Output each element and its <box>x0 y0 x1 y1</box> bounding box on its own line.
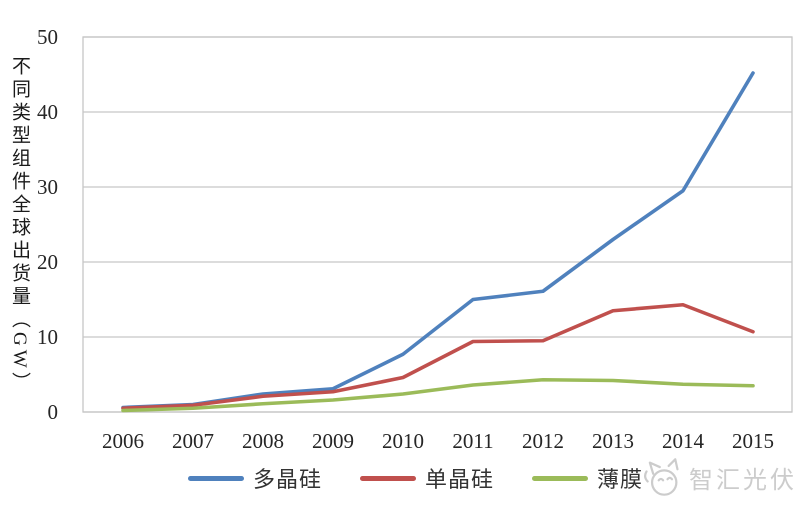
svg-text:2009: 2009 <box>312 429 354 453</box>
svg-text:50: 50 <box>37 25 58 49</box>
svg-text:2007: 2007 <box>172 429 214 453</box>
legend: 多晶硅 单晶硅 薄膜 <box>188 462 643 494</box>
polysilicon-line-swatch <box>188 475 244 481</box>
cat-face-icon <box>644 458 679 496</box>
legend-item-thinfilm: 薄膜 <box>532 462 643 494</box>
legend-label: 多晶硅 <box>253 467 323 492</box>
legend-item-polysilicon: 多晶硅 <box>188 462 322 494</box>
svg-text:40: 40 <box>37 100 58 124</box>
svg-text:2008: 2008 <box>242 429 284 453</box>
y-axis-title: 不同类型组件全球出货量（GW） <box>9 56 30 395</box>
thinfilm-line-swatch <box>532 475 589 481</box>
svg-text:2013: 2013 <box>592 429 634 453</box>
legend-item-monosilicon: 单晶硅 <box>360 462 494 494</box>
monosilicon-line-swatch <box>360 475 417 481</box>
svg-text:2012: 2012 <box>522 429 564 453</box>
svg-text:2010: 2010 <box>382 429 424 453</box>
svg-text:2014: 2014 <box>662 429 705 453</box>
svg-text:20: 20 <box>37 250 58 274</box>
svg-text:30: 30 <box>37 175 58 199</box>
svg-text:2015: 2015 <box>732 429 774 453</box>
watermark: 智汇光伏 <box>642 456 797 498</box>
legend-label: 单晶硅 <box>425 467 495 492</box>
watermark-text: 智汇光伏 <box>689 467 797 494</box>
svg-text:10: 10 <box>37 325 58 349</box>
svg-text:2011: 2011 <box>452 429 493 453</box>
legend-label: 薄膜 <box>597 467 644 492</box>
svg-text:0: 0 <box>48 400 59 424</box>
svg-text:2006: 2006 <box>102 429 144 453</box>
